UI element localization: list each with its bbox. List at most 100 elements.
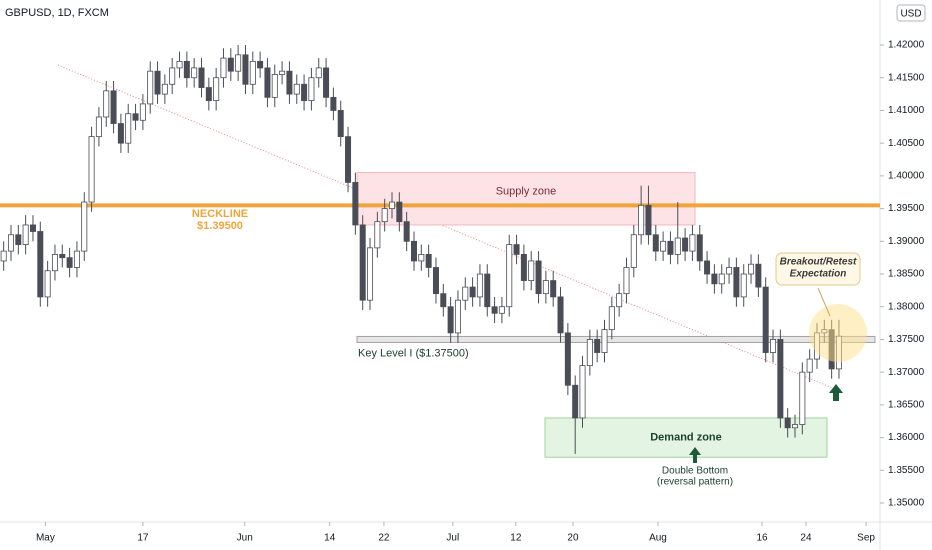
currency-badge — [896, 4, 926, 22]
y-tick-label: 1.38500 — [888, 269, 925, 280]
candle-body — [29, 224, 36, 232]
y-tick-label: 1.35000 — [888, 498, 925, 509]
y-tick-label: 1.42000 — [888, 40, 925, 51]
y-tick-label: 1.40500 — [888, 138, 925, 149]
candle-body — [88, 136, 95, 203]
candle-body — [484, 273, 491, 308]
candle-body — [51, 253, 58, 272]
candle-body — [249, 60, 256, 85]
candle-body — [616, 293, 623, 308]
zone-label: Demand zone — [650, 432, 722, 444]
candle-body — [264, 67, 271, 98]
zone — [356, 172, 696, 226]
y-tick-label: 1.39000 — [888, 236, 925, 247]
candle-body — [601, 329, 608, 353]
candle-body — [205, 87, 212, 102]
candle-body — [220, 57, 227, 79]
candle-body — [132, 113, 139, 121]
candle-body — [330, 96, 337, 111]
x-tick-label: Aug — [649, 533, 667, 544]
candle-body — [176, 60, 183, 69]
key-level-label: Key Level I ($1.37500) — [358, 347, 469, 359]
candle-body — [799, 371, 806, 425]
candle-body — [271, 74, 278, 98]
candle-body — [110, 90, 117, 124]
candle-body — [623, 267, 630, 295]
candle-body — [748, 263, 755, 275]
annotation: Expectation — [790, 269, 847, 280]
neckline-label: $1.39500 — [197, 220, 243, 232]
annotation: (reversal pattern) — [657, 477, 733, 488]
candle-body — [418, 253, 425, 262]
candle-body — [22, 224, 29, 245]
candle-body — [557, 296, 564, 334]
currency-label: USD — [900, 9, 921, 20]
candle-body — [403, 221, 410, 242]
candle-body — [345, 136, 352, 183]
candle-body — [513, 244, 520, 255]
candle-body — [147, 70, 154, 105]
candle-body — [682, 237, 689, 252]
x-tick-label: 12 — [510, 533, 522, 544]
candle-body — [660, 240, 667, 252]
candle-body — [550, 280, 557, 298]
candle-body — [242, 54, 249, 85]
y-tick-label: 1.36500 — [888, 400, 925, 411]
candle-body — [506, 244, 513, 308]
candle-body — [367, 247, 374, 301]
candle-body — [301, 83, 308, 102]
candle-body — [0, 250, 7, 262]
candle-body — [37, 231, 44, 298]
candle-body — [572, 384, 579, 419]
candle-body — [784, 417, 791, 429]
x-tick-label: 17 — [137, 533, 149, 544]
candle-body — [425, 253, 432, 268]
candle-body — [286, 70, 293, 95]
candle-body — [689, 234, 696, 252]
candle-body — [674, 237, 681, 255]
candle-body — [389, 201, 396, 209]
candle-body — [15, 234, 22, 245]
candle-body — [337, 110, 344, 138]
candle-body — [359, 224, 366, 301]
candle-body — [630, 234, 637, 268]
candle-body — [117, 123, 124, 144]
candle-body — [447, 306, 454, 334]
arrow-up — [689, 447, 701, 463]
candle-body — [315, 67, 322, 79]
candle-body — [498, 306, 505, 314]
candle-body — [227, 57, 234, 72]
candle-body — [586, 339, 593, 367]
candle-body — [381, 208, 388, 223]
candle-body — [183, 60, 190, 79]
x-tick-label: 14 — [324, 533, 336, 544]
candle-body — [608, 306, 615, 331]
candle-body — [161, 83, 168, 95]
candle-body — [704, 260, 711, 275]
annotation: Double Bottom — [662, 466, 728, 477]
candle-body — [755, 263, 762, 288]
x-tick-label: Sep — [857, 533, 875, 544]
candle-body — [139, 103, 146, 121]
candle-body — [432, 267, 439, 295]
candle-body — [73, 250, 80, 268]
candle-body — [469, 286, 476, 298]
candle-body — [462, 286, 469, 301]
x-tick-label: Jun — [237, 533, 253, 544]
candle-body — [740, 273, 747, 298]
chart-title: GBPUSD, 1D, FXCM — [5, 7, 109, 19]
candle-body — [579, 365, 586, 419]
candle-body — [792, 424, 799, 429]
candle-body — [711, 273, 718, 285]
candle-body — [81, 201, 88, 252]
y-tick-label: 1.39500 — [888, 203, 925, 214]
candle-body — [279, 70, 286, 75]
candle-body — [374, 221, 381, 249]
candle-body — [777, 339, 784, 419]
x-tick-label: 20 — [567, 533, 579, 544]
y-tick-label: 1.35500 — [888, 465, 925, 476]
candle-body — [154, 70, 161, 95]
candle-body — [520, 253, 527, 281]
candle-body — [726, 267, 733, 275]
